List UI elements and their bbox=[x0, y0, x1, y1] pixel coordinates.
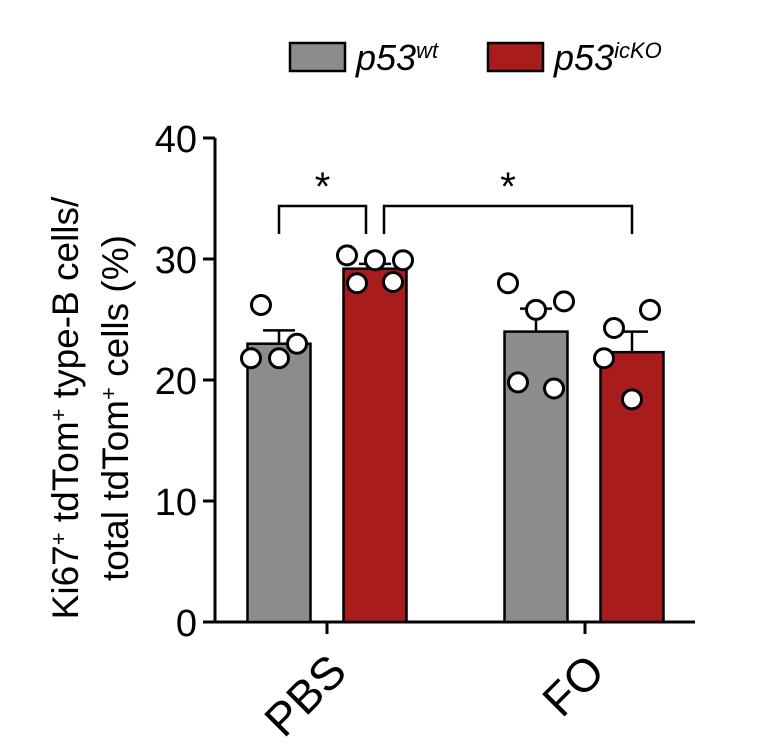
significance-bracket bbox=[277, 204, 368, 234]
data-point bbox=[603, 316, 625, 339]
data-point bbox=[382, 270, 404, 293]
data-point bbox=[525, 298, 547, 321]
data-point bbox=[497, 272, 519, 295]
data-point bbox=[507, 371, 529, 394]
data-point bbox=[639, 298, 661, 321]
legend-label: p53icKO bbox=[553, 37, 662, 78]
data-point bbox=[240, 347, 262, 370]
y-tick-label: 0 bbox=[176, 603, 197, 645]
legend: p53wt p53icKO bbox=[288, 37, 662, 78]
data-point bbox=[543, 377, 565, 400]
significance-star: * bbox=[500, 165, 516, 209]
data-point bbox=[250, 293, 272, 316]
data-point bbox=[621, 388, 643, 411]
significance-bracket bbox=[382, 204, 634, 234]
y-axis-title-line-2: total tdTom+ cells (%) bbox=[95, 235, 136, 581]
data-point bbox=[364, 249, 386, 272]
legend-label: p53wt bbox=[355, 37, 439, 78]
bar bbox=[246, 342, 312, 624]
data-point bbox=[553, 290, 575, 313]
bar bbox=[599, 350, 665, 624]
significance-brackets: * * bbox=[277, 165, 634, 234]
legend-swatch bbox=[486, 41, 545, 73]
error-bars bbox=[263, 262, 648, 353]
legend-swatch bbox=[288, 41, 347, 73]
x-tick-label: PBS bbox=[254, 644, 356, 746]
data-point bbox=[593, 347, 615, 370]
data-points bbox=[240, 244, 661, 411]
bar bbox=[342, 267, 408, 624]
data-point bbox=[346, 272, 368, 295]
y-tick-label: 20 bbox=[155, 361, 197, 403]
data-point bbox=[336, 244, 358, 267]
data-point bbox=[268, 347, 290, 370]
significance-star: * bbox=[315, 165, 331, 209]
data-point bbox=[392, 249, 414, 272]
x-tick-label: FO bbox=[532, 644, 614, 726]
y-tick-label: 10 bbox=[155, 482, 197, 524]
y-tick-label: 40 bbox=[155, 119, 197, 161]
data-point bbox=[286, 332, 308, 355]
bars bbox=[246, 267, 665, 624]
y-tick-label: 30 bbox=[155, 240, 197, 282]
y-axis-label: Ki67+ tdTom+ type-B cells/total tdTom+ c… bbox=[45, 196, 136, 619]
y-axis-title-line-1: Ki67+ tdTom+ type-B cells/ bbox=[45, 196, 86, 619]
